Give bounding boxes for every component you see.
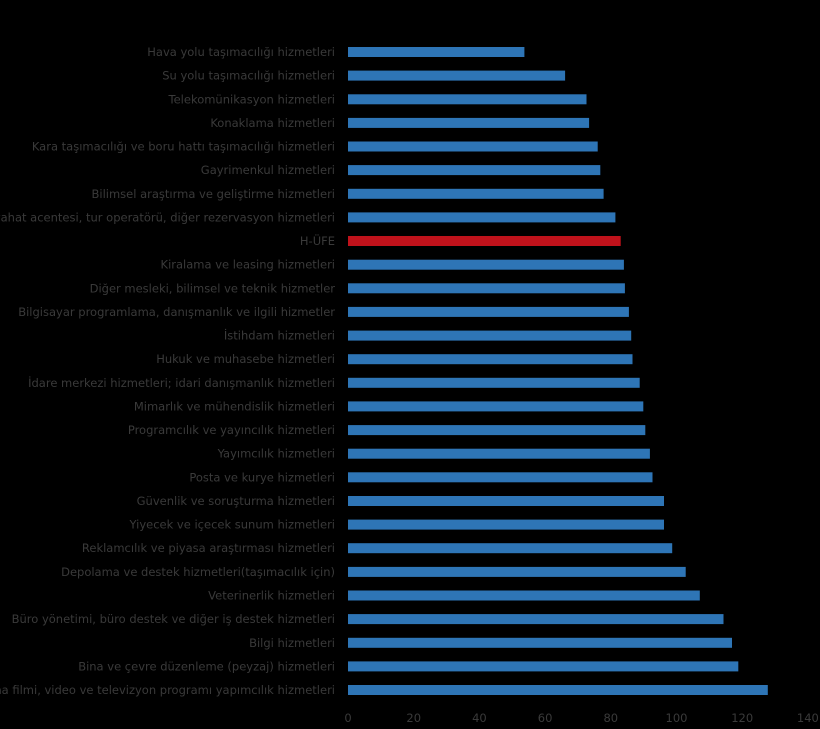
- category-label: İdare merkezi hizmetleri; idari danışman…: [28, 375, 335, 390]
- category-label: Bilgi hizmetleri: [249, 636, 335, 650]
- x-axis-ticks: 0 20 40 60 80 100 120 140: [344, 711, 819, 725]
- x-tick-label: 60: [538, 711, 553, 725]
- bar: [348, 448, 650, 459]
- category-label: Sinema filmi, video ve televizyon progra…: [0, 683, 335, 697]
- bar: [348, 47, 525, 57]
- x-tick-label: 80: [603, 711, 618, 725]
- bar: [348, 637, 732, 648]
- bar: [348, 519, 664, 530]
- category-label: Telekomünikasyon hizmetleri: [168, 92, 335, 106]
- bar: [348, 212, 616, 223]
- bar: [348, 614, 724, 625]
- category-label: Mimarlık ve mühendislik hizmetleri: [134, 399, 335, 413]
- category-label: Büro yönetimi, büro destek ve diğer iş d…: [12, 612, 335, 626]
- bar: [348, 543, 673, 554]
- bar: [348, 259, 624, 270]
- bar: [348, 165, 601, 176]
- x-tick-label: 120: [731, 711, 753, 725]
- category-label: Yiyecek ve içecek sunum hizmetleri: [129, 518, 335, 532]
- category-label: Gayrimenkul hizmetleri: [201, 163, 335, 177]
- category-label: Posta ve kurye hizmetleri: [189, 470, 335, 484]
- category-label: Hukuk ve muhasebe hizmetleri: [156, 352, 335, 366]
- bar: [348, 354, 633, 365]
- bar: [348, 117, 590, 128]
- bar: [348, 496, 664, 506]
- category-label: Kara taşımacılığı ve boru hattı taşımacı…: [32, 140, 335, 154]
- bar: [348, 566, 686, 577]
- bar: [348, 401, 644, 412]
- category-label: İstihdam hizmetleri: [224, 328, 335, 343]
- bar: [348, 188, 604, 199]
- x-tick-label: 40: [472, 711, 487, 725]
- bar: [348, 425, 646, 436]
- category-label: Bilgisayar programlama, danışmanlık ve i…: [18, 305, 335, 319]
- bar: [348, 661, 739, 672]
- bar: [348, 330, 632, 341]
- x-tick-label: 100: [666, 711, 688, 725]
- category-label: Yayımcılık hizmetleri: [217, 447, 335, 461]
- category-label: Depolama ve destek hizmetleri(taşımacılı…: [61, 565, 335, 579]
- bars-group: [348, 47, 768, 695]
- category-label: Diğer mesleki, bilimsel ve teknik hizmet…: [90, 281, 336, 295]
- bar: [348, 306, 629, 317]
- bar: [348, 377, 640, 388]
- x-tick-label: 0: [344, 711, 351, 725]
- bar: [348, 685, 768, 695]
- bar: [348, 283, 625, 294]
- bar: [348, 70, 566, 81]
- bar: [348, 141, 598, 152]
- category-label: H-ÜFE: [300, 232, 335, 248]
- bar: [348, 590, 700, 601]
- category-label: Hava yolu taşımacılığı hizmetleri: [147, 45, 335, 59]
- category-label: Konaklama hizmetleri: [210, 116, 335, 130]
- category-labels: Hava yolu taşımacılığı hizmetleri Su yolu…: [0, 45, 335, 697]
- x-tick-label: 140: [797, 711, 819, 725]
- category-label: Veterinerlik hizmetleri: [208, 589, 335, 603]
- bar: [348, 94, 587, 105]
- category-label: Güvenlik ve soruşturma hizmetleri: [137, 494, 335, 508]
- x-tick-label: 20: [406, 711, 421, 725]
- bar: [348, 236, 621, 246]
- category-label: Bilimsel araştırma ve geliştirme hizmetl…: [92, 187, 336, 201]
- category-label: Kiralama ve leasing hizmetleri: [161, 258, 335, 272]
- category-label: Bina ve çevre düzenleme (peyzaj) hizmetl…: [78, 659, 335, 673]
- bar: [348, 472, 653, 483]
- category-label: Reklamcılık ve piyasa araştırması hizmet…: [82, 541, 335, 555]
- category-label: Seyahat acentesi, tur operatörü, diğer r…: [0, 210, 335, 224]
- category-label: Su yolu taşımacılığı hizmetleri: [162, 69, 335, 83]
- category-label: Programcılık ve yayıncılık hizmetleri: [128, 423, 335, 437]
